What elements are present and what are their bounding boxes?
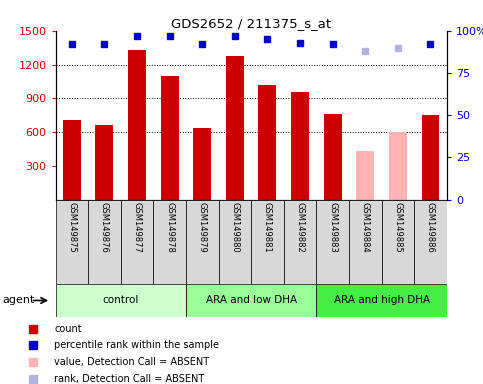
- Bar: [88, 200, 121, 284]
- Bar: [356, 151, 374, 200]
- Text: GSM149883: GSM149883: [328, 202, 337, 253]
- Bar: [193, 127, 211, 200]
- Text: ARA and low DHA: ARA and low DHA: [206, 295, 297, 306]
- Text: rank, Detection Call = ABSENT: rank, Detection Call = ABSENT: [54, 374, 204, 384]
- Bar: [56, 200, 88, 284]
- Bar: [161, 76, 179, 200]
- Bar: [226, 56, 244, 200]
- Bar: [121, 200, 154, 284]
- Text: GSM149885: GSM149885: [393, 202, 402, 253]
- Text: ARA and high DHA: ARA and high DHA: [333, 295, 430, 306]
- Bar: [128, 50, 146, 200]
- Bar: [96, 125, 114, 200]
- Text: count: count: [54, 324, 82, 334]
- Bar: [154, 200, 186, 284]
- Text: GSM149886: GSM149886: [426, 202, 435, 253]
- Text: GSM149881: GSM149881: [263, 202, 272, 253]
- Bar: [349, 200, 382, 284]
- Text: GSM149882: GSM149882: [296, 202, 305, 253]
- Text: GSM149875: GSM149875: [67, 202, 76, 253]
- Bar: [324, 114, 341, 200]
- Bar: [186, 200, 218, 284]
- Bar: [186, 284, 316, 317]
- Bar: [382, 200, 414, 284]
- Bar: [316, 200, 349, 284]
- Bar: [56, 284, 186, 317]
- Text: value, Detection Call = ABSENT: value, Detection Call = ABSENT: [54, 357, 209, 367]
- Bar: [291, 91, 309, 200]
- Text: GSM149884: GSM149884: [361, 202, 370, 253]
- Bar: [389, 132, 407, 200]
- Bar: [422, 115, 440, 200]
- Bar: [219, 200, 251, 284]
- Bar: [414, 200, 447, 284]
- Title: GDS2652 / 211375_s_at: GDS2652 / 211375_s_at: [171, 17, 331, 30]
- Text: GSM149879: GSM149879: [198, 202, 207, 253]
- Bar: [258, 85, 276, 200]
- Bar: [63, 120, 81, 200]
- Bar: [251, 200, 284, 284]
- Bar: [284, 200, 316, 284]
- Text: GSM149877: GSM149877: [132, 202, 142, 253]
- Text: agent: agent: [2, 295, 35, 306]
- Bar: [316, 284, 447, 317]
- Text: percentile rank within the sample: percentile rank within the sample: [54, 341, 219, 351]
- Text: GSM149878: GSM149878: [165, 202, 174, 253]
- Text: control: control: [102, 295, 139, 306]
- Text: GSM149880: GSM149880: [230, 202, 240, 253]
- Text: GSM149876: GSM149876: [100, 202, 109, 253]
